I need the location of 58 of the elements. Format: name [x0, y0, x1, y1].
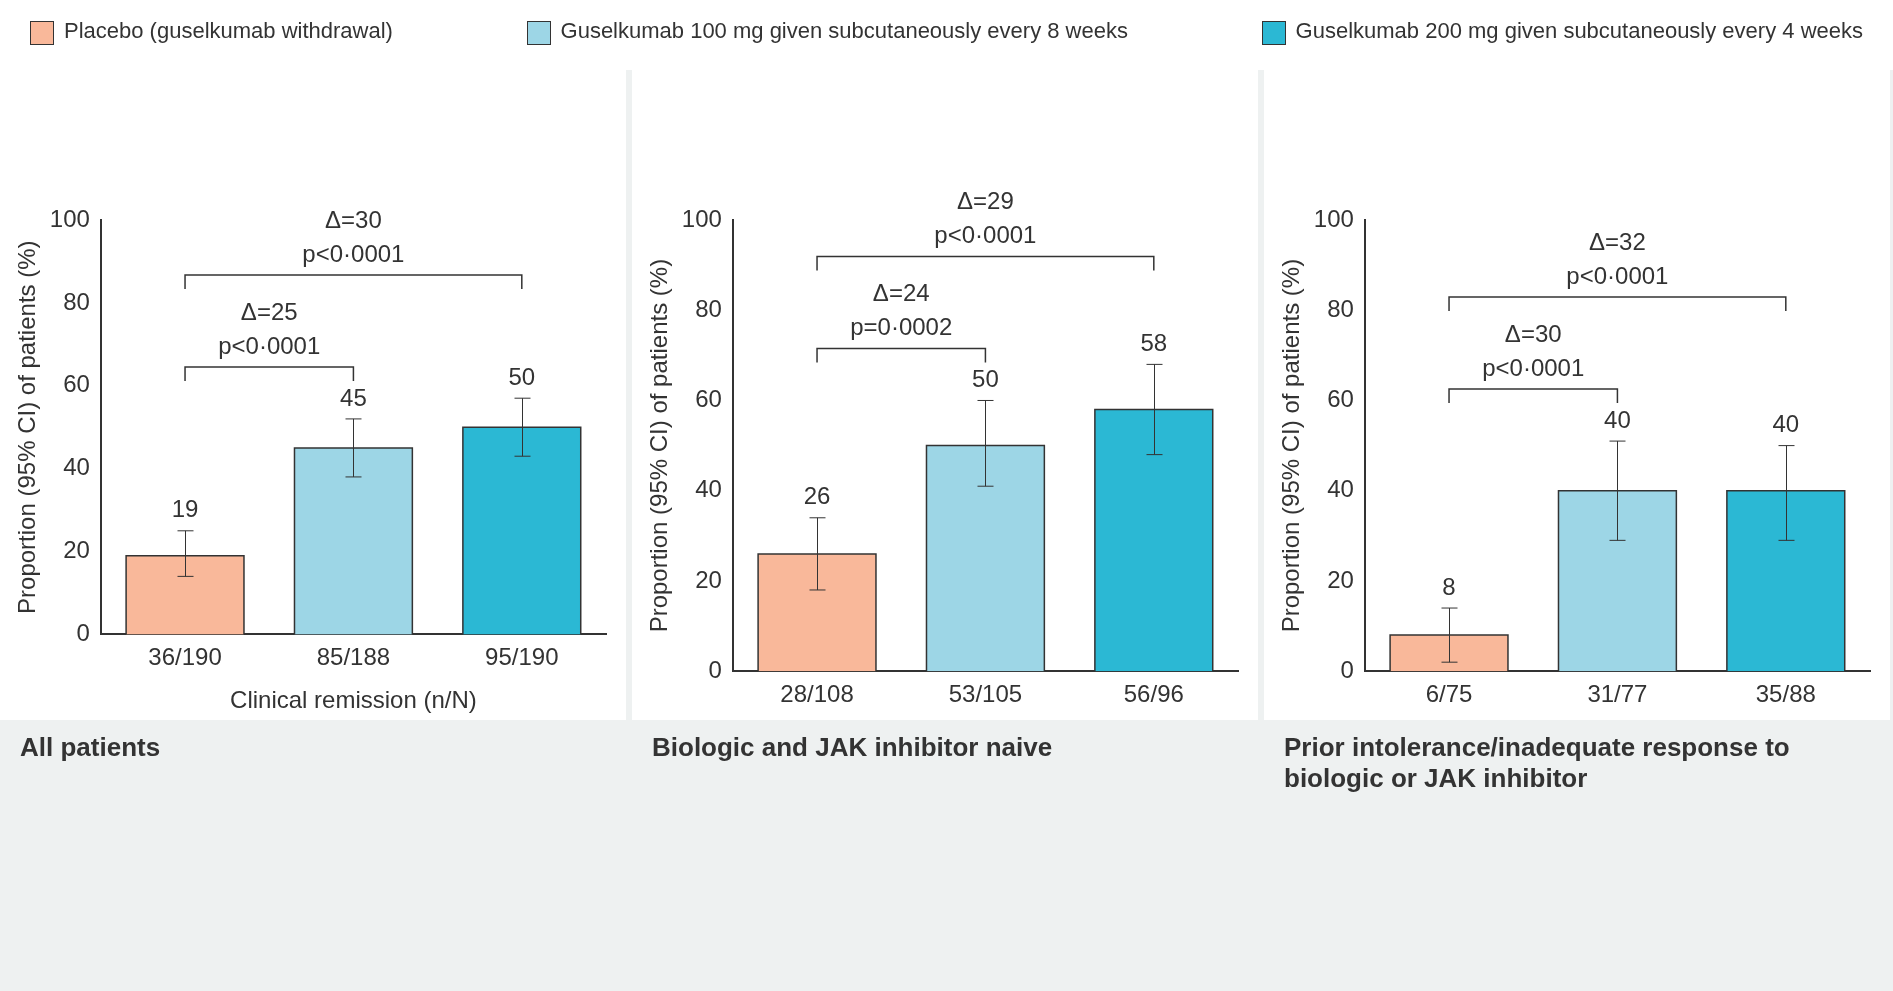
y-tick-label: 100 — [49, 204, 90, 232]
y-tick-label: 60 — [695, 385, 722, 413]
data-label: 40 — [1772, 410, 1800, 438]
text: Δ=29 — [957, 187, 1014, 215]
data-label: 19 — [171, 495, 199, 523]
y-tick-label: 0 — [708, 655, 722, 683]
y-tick-label: 100 — [681, 204, 722, 232]
data-label: 40 — [1604, 405, 1631, 433]
annotation: p=0·0002 — [850, 313, 953, 341]
y-tick-label: 20 — [63, 536, 90, 564]
y-axis-title: Proportion (95% CI) of patients (%) — [645, 258, 673, 633]
x-tick-label: 6/75 — [1425, 680, 1473, 708]
data-label: 50 — [972, 365, 999, 393]
annotation: Δ=25 — [240, 297, 298, 325]
y-tick-label: 100 — [1313, 204, 1354, 232]
data-label: 45 — [340, 383, 367, 411]
annotation: p<0·0001 — [302, 239, 405, 267]
data-label: 50 — [508, 362, 536, 390]
x-tick-label: 95/190 — [485, 643, 559, 671]
annotation: p<0·0001 — [934, 221, 1037, 249]
data-label: 8 — [1442, 572, 1456, 600]
y-tick-label: 60 — [63, 370, 90, 398]
annotation: p<0·0001 — [1482, 353, 1585, 381]
y-tick-label: 0 — [1340, 655, 1354, 683]
annotation: Δ=24 — [872, 279, 930, 307]
annotation: Δ=32 — [1589, 227, 1646, 255]
x-axis-title: Clinical remission (n/N) — [230, 686, 477, 714]
x-tick-label: 85/188 — [316, 643, 391, 671]
y-tick-label: 40 — [1327, 475, 1354, 503]
data-label: 58 — [1140, 329, 1168, 357]
y-tick-label: 40 — [63, 453, 90, 481]
text: Biologic and JAK inhibitor naive — [651, 731, 1054, 764]
x-tick-label: 56/96 — [1123, 680, 1184, 708]
y-tick-label: 80 — [63, 287, 90, 315]
data-label: 26 — [803, 482, 831, 510]
y-tick-label: 40 — [695, 475, 722, 503]
y-tick-label: 20 — [1327, 565, 1354, 593]
annotation: p<0·0001 — [218, 331, 321, 359]
y-tick-label: 20 — [695, 565, 722, 593]
y-tick-label: 80 — [695, 294, 722, 322]
legend-label: Guselkumab 200 mg given subcutaneously every 4 weeks — [1295, 18, 1863, 44]
text: Prior intolerance/inadequate response to biologic or JAK inhibitor — [1283, 731, 1791, 795]
text: All patients — [19, 731, 162, 764]
legend-label: Placebo (guselkumab withdrawal) — [64, 18, 393, 44]
x-tick-label: 31/77 — [1587, 680, 1648, 708]
x-tick-label: 28/108 — [780, 680, 854, 708]
y-axis-title: Proportion (95% CI) of patients (%) — [1277, 258, 1305, 633]
annotation: Δ=30 — [325, 205, 382, 233]
y-tick-label: 80 — [1327, 294, 1354, 322]
annotation: p<0·0001 — [1566, 261, 1669, 289]
x-tick-label: 36/190 — [148, 643, 222, 671]
legend-label: Guselkumab 100 mg given subcutaneously every 8 weeks — [560, 18, 1128, 44]
y-tick-label: 0 — [76, 619, 90, 647]
y-tick-label: 60 — [1327, 385, 1354, 413]
x-tick-label: 35/88 — [1755, 680, 1816, 708]
x-tick-label: 53/105 — [948, 680, 1023, 708]
annotation: Δ=30 — [1504, 319, 1562, 347]
y-axis-title: Proportion (95% CI) of patients (%) — [13, 240, 41, 614]
